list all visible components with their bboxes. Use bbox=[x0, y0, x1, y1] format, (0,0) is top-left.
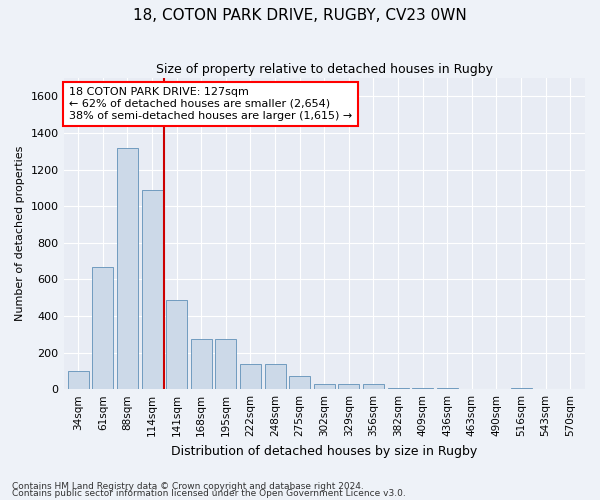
Bar bbox=[166, 300, 187, 389]
Bar bbox=[215, 339, 236, 389]
Bar bbox=[240, 364, 261, 389]
Bar bbox=[412, 388, 433, 389]
Y-axis label: Number of detached properties: Number of detached properties bbox=[15, 146, 25, 322]
X-axis label: Distribution of detached houses by size in Rugby: Distribution of detached houses by size … bbox=[171, 444, 478, 458]
Bar bbox=[142, 190, 163, 389]
Title: Size of property relative to detached houses in Rugby: Size of property relative to detached ho… bbox=[156, 62, 493, 76]
Text: 18 COTON PARK DRIVE: 127sqm
← 62% of detached houses are smaller (2,654)
38% of : 18 COTON PARK DRIVE: 127sqm ← 62% of det… bbox=[69, 88, 352, 120]
Bar bbox=[388, 388, 409, 389]
Bar bbox=[68, 371, 89, 389]
Text: 18, COTON PARK DRIVE, RUGBY, CV23 0WN: 18, COTON PARK DRIVE, RUGBY, CV23 0WN bbox=[133, 8, 467, 22]
Bar bbox=[117, 148, 138, 389]
Bar bbox=[363, 384, 384, 389]
Bar bbox=[191, 339, 212, 389]
Bar bbox=[265, 364, 286, 389]
Bar bbox=[437, 388, 458, 389]
Bar bbox=[92, 266, 113, 389]
Bar bbox=[511, 388, 532, 389]
Text: Contains public sector information licensed under the Open Government Licence v3: Contains public sector information licen… bbox=[12, 490, 406, 498]
Bar bbox=[314, 384, 335, 389]
Text: Contains HM Land Registry data © Crown copyright and database right 2024.: Contains HM Land Registry data © Crown c… bbox=[12, 482, 364, 491]
Bar bbox=[289, 376, 310, 389]
Bar bbox=[338, 384, 359, 389]
